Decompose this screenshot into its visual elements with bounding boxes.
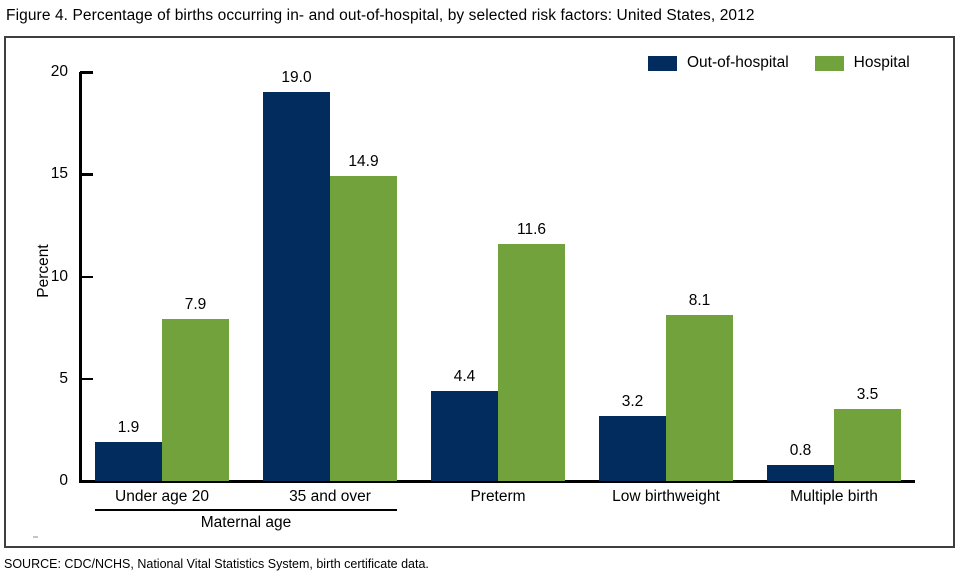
bar-value-label: 1.9	[117, 419, 140, 437]
bar-value-label: 19.0	[281, 69, 312, 87]
bar-value-label: 4.4	[453, 368, 476, 386]
bar-out-of-hospital	[95, 442, 162, 481]
bar-hospital	[162, 319, 229, 481]
y-tick-label: 0	[59, 472, 68, 489]
category-label: Multiple birth	[790, 488, 878, 505]
bar-out-of-hospital	[767, 464, 834, 481]
bar-value-label: 3.5	[856, 386, 879, 404]
stray-mark	[33, 536, 38, 538]
maternal-age-label: Maternal age	[200, 514, 292, 531]
bar-out-of-hospital	[431, 391, 498, 481]
bar-out-of-hospital	[599, 415, 666, 481]
legend-swatch-out-of-hospital	[648, 55, 677, 71]
maternal-age-underline	[95, 509, 397, 511]
legend-label-out-of-hospital: Out-of-hospital	[687, 54, 789, 71]
bar-value-label: 14.9	[348, 153, 379, 171]
y-tick-label: 10	[50, 267, 68, 285]
x-axis-line	[79, 480, 915, 483]
category-label: Under age 20	[115, 488, 209, 505]
y-tick-label: 15	[50, 165, 68, 183]
chart-frame	[4, 36, 955, 548]
bar-value-label: 11.6	[516, 220, 547, 238]
bar-value-label: 0.8	[789, 441, 812, 459]
category-label: Preterm	[470, 488, 526, 505]
legend: Out-of-hospital Hospital	[648, 54, 910, 72]
legend-swatch-hospital	[814, 55, 844, 71]
legend-label-hospital: Hospital	[853, 54, 910, 71]
y-tick-mark	[80, 71, 93, 74]
y-tick-mark	[80, 173, 93, 176]
figure-title: Figure 4. Percentage of births occurring…	[6, 7, 755, 24]
y-tick-label: 5	[59, 369, 68, 387]
bar-hospital	[834, 409, 901, 481]
y-tick-mark	[80, 275, 93, 278]
bar-value-label: 8.1	[688, 292, 711, 310]
y-tick-mark	[80, 377, 93, 381]
y-tick-label: 20	[50, 63, 68, 80]
bar-hospital	[498, 243, 565, 481]
bar-value-label: 3.2	[621, 392, 644, 410]
bar-hospital	[666, 315, 733, 481]
bar-out-of-hospital	[263, 92, 330, 481]
bar-hospital	[330, 176, 397, 481]
source-note: SOURCE: CDC/NCHS, National Vital Statist…	[4, 557, 429, 571]
category-label: 35 and over	[289, 488, 371, 505]
bar-value-label: 7.9	[184, 296, 207, 314]
category-label: Low birthweight	[612, 488, 720, 505]
